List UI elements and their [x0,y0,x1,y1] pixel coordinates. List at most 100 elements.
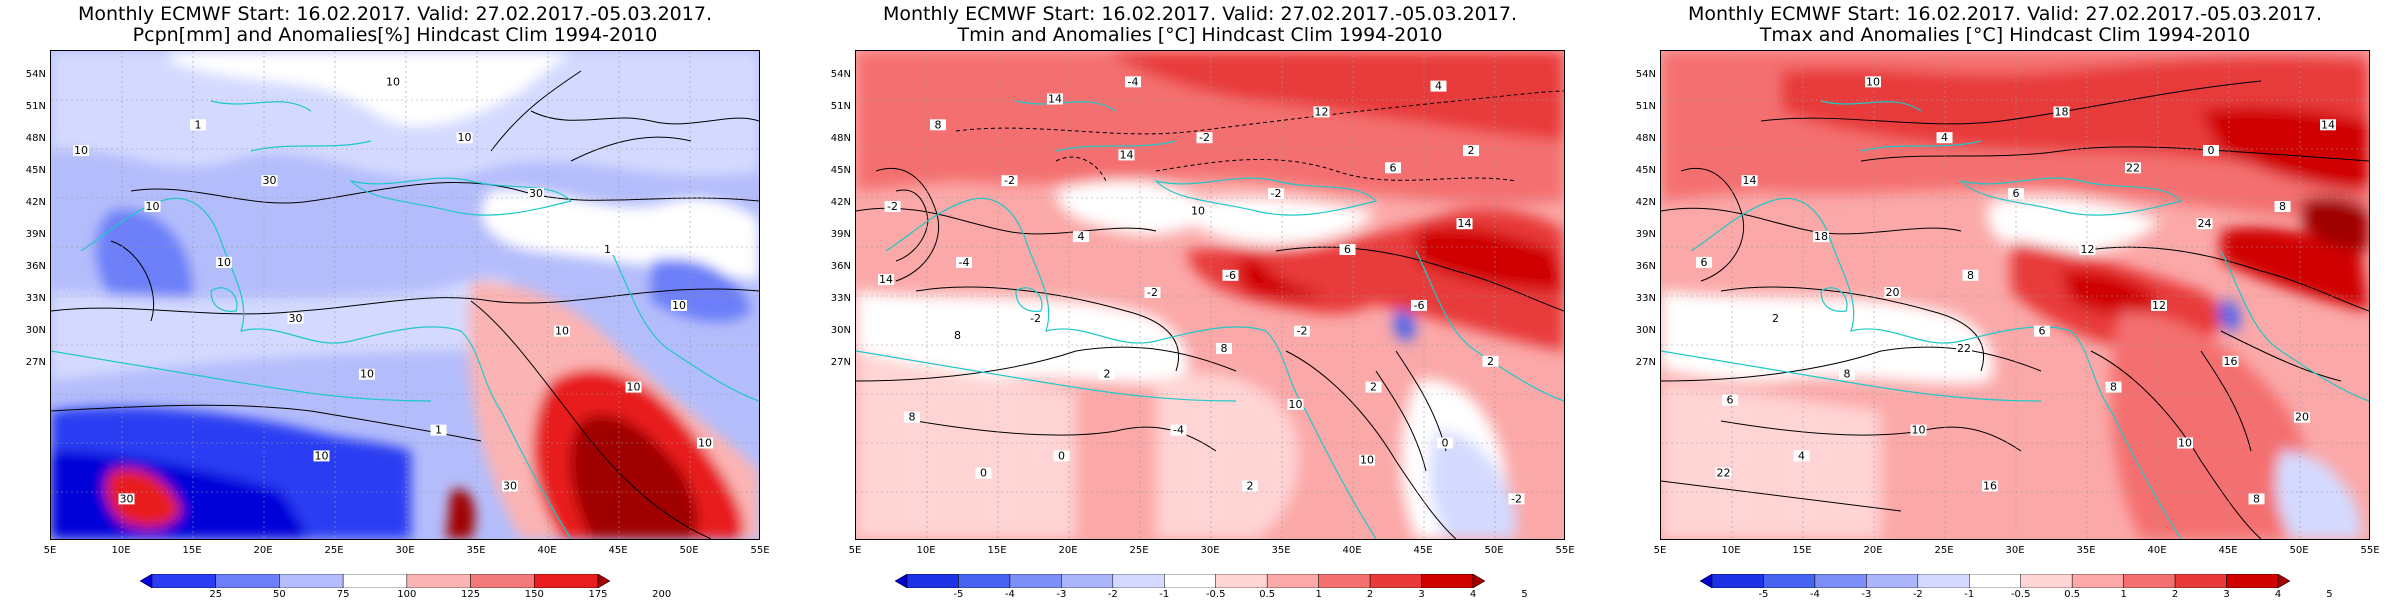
tmax-colorbar [1699,573,2291,589]
contour-value-label: 16 [2224,355,2238,368]
colorbar-swatch [1164,573,1216,589]
colorbar-swatch [1472,573,1486,589]
colorbar-swatch [1112,573,1165,589]
contour-value-label: 10 [1866,75,1880,88]
contour-label-background [1053,450,1070,462]
precip-colorbar [139,573,611,589]
contour-value-label: 1 [435,424,442,437]
latitude-tick-label: 27N [830,357,851,368]
latitude-tick-label: 54N [25,69,46,80]
contour-label-background [2008,188,2024,200]
latitude-tick-label: 27N [25,357,46,368]
colorbar-swatch [1699,573,1713,589]
longitude-tick-label: 10E [916,545,936,556]
longitude-tick-label: 30E [2005,545,2025,556]
colorbar-swatch [1215,573,1268,589]
colorbar-swatch [2071,573,2124,589]
colorbar-swatch [1711,573,1764,589]
contour-value-label: 6 [1390,161,1397,174]
contour-label-background [430,424,447,436]
longitude-tick-label: 30E [395,545,415,556]
contour-value-label: 22 [1957,342,1971,355]
latitude-tick-label: 51N [25,101,46,112]
latitude-tick-label: 54N [830,69,851,80]
contour-label-background [1099,368,1115,380]
longitude-tick-label: 15E [987,545,1007,556]
contour-value-label: -2 [1147,286,1158,299]
contour-value-label: -4 [1128,75,1139,88]
contour-label-background [1365,381,1382,393]
contour-label-background [456,132,473,144]
colorbar-swatch [1061,573,1114,589]
longitude-tick-label: 15E [1792,545,1812,556]
contour-label-background [1242,480,1258,492]
contour-label-background [1268,188,1284,200]
colorbar-tick-label: 4 [1469,589,1477,600]
contour-value-label: -2 [887,200,898,213]
tmax-title-line1: Monthly ECMWF Start: 16.02.2017. Valid: … [1688,3,2322,25]
contour-label-background [1222,269,1239,281]
contour-label-background [671,299,687,311]
contour-label-background [1813,231,1829,243]
colorbar-tick-label: 200 [652,589,672,600]
longitude-tick-label: 55E [750,545,770,556]
colorbar-tick-label: 3 [1418,589,1425,600]
contour-label-background [1411,299,1427,311]
contour-value-label: 6 [1701,256,1708,269]
contour-value-label: 8 [935,118,942,131]
longitude-tick-label: 25E [1934,545,1954,556]
contour-value-label: 8 [954,329,961,342]
contour-label-background [359,368,375,380]
contour-value-label: 0 [1058,449,1065,462]
tmax-title-line2: Tmax and Anomalies [°C] Hindcast Clim 19… [1759,24,2251,46]
colorbar-tick-label: 3 [2223,589,2230,600]
contour-value-label: 6 [1344,243,1351,256]
contour-value-label: 22 [1717,467,1731,480]
colorbar-swatch [958,573,1011,589]
contour-label-background [1196,132,1213,144]
colorbar-tick-label: 150 [524,589,544,600]
precip-title-line1: Monthly ECMWF Start: 16.02.2017. Valid: … [78,3,712,25]
colorbar-tick-label: 5 [2326,589,2333,600]
precip-title-line2: Pcpn[mm] and Anomalies[%] Hindcast Clim … [132,24,658,46]
latitude-tick-label: 36N [830,261,851,272]
precip-panel: Monthly ECMWF Start: 16.02.2017. Valid: … [0,0,790,600]
contour-value-label: 2 [1370,381,1377,394]
latitude-tick-label: 33N [830,293,851,304]
colorbar-swatch [342,573,408,589]
colorbar-swatch [1421,573,1474,589]
colorbar-swatch [470,573,535,589]
contour-label-background [2079,244,2096,255]
contour-value-label: 24 [2198,217,2212,230]
colorbar-swatch [2277,573,2291,589]
contour-label-background [1936,132,1953,144]
contour-value-label: 8 [2253,492,2260,505]
latitude-tick-label: 48N [25,133,46,144]
contour-label-background [2125,162,2141,174]
colorbar-tick-label: 1 [2120,589,2127,600]
contour-value-label: 12 [2152,299,2166,312]
contour-label-background [1767,312,1784,324]
contour-value-label: 10 [672,299,686,312]
contour-label-background [884,201,901,212]
contour-value-label: 6 [2039,325,2046,338]
contour-value-label: -2 [1297,325,1308,338]
longitude-tick-label: 35E [466,545,486,556]
contour-value-label: 4 [1941,131,1948,144]
colorbar-tick-label: 175 [588,589,608,600]
contour-label-background [1982,480,1998,492]
colorbar-tick-label: 50 [273,589,286,600]
contour-value-label: 14 [1458,217,1472,230]
contour-label-background [1216,342,1232,354]
latitude-tick-label: 48N [830,133,851,144]
colorbar-tick-label: 0.5 [1259,589,1276,600]
longitude-tick-label: 25E [324,545,344,556]
longitude-tick-label: 10E [111,545,131,556]
contour-value-label: 6 [1727,394,1734,407]
tmin-title-line2: Tmin and Anomalies [°C] Hindcast Clim 19… [957,24,1443,46]
contour-value-label: 12 [2081,243,2095,256]
contour-label-background [1456,218,1473,230]
latitude-tick-label: 45N [25,165,46,176]
contour-label-background [1359,454,1375,466]
latitude-tick-label: 45N [1635,165,1656,176]
